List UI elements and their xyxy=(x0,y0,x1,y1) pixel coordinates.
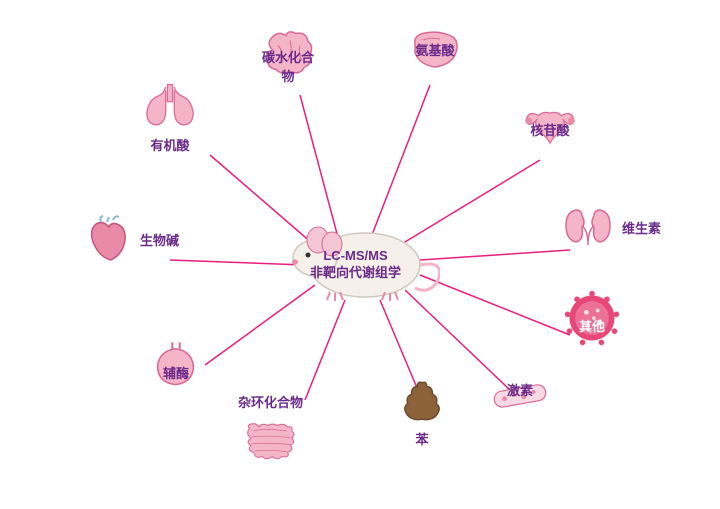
center-label: LC-MS/MS 非靶向代谢组学 xyxy=(310,248,401,282)
node-carbohydrate: 碳水化合物 xyxy=(258,25,318,80)
center-label-line1: LC-MS/MS xyxy=(323,248,387,263)
diagram-canvas: LC-MS/MS 非靶向代谢组学 碳水化合物 氨基酸 xyxy=(0,0,720,509)
node-coenzyme: 辅酶 xyxy=(146,335,206,390)
node-label-other: 其他 xyxy=(579,316,605,335)
node-benzene: 苯 xyxy=(392,372,452,448)
node-label-coenzyme: 辅酶 xyxy=(163,363,189,382)
intestine-icon xyxy=(241,413,301,468)
node-label-nucleotide: 核苷酸 xyxy=(530,120,569,139)
node-label-aminoacid: 氨基酸 xyxy=(415,40,454,59)
node-label-benzene: 苯 xyxy=(415,429,428,448)
node-organicacid: 有机酸 xyxy=(140,78,200,154)
node-heterocyclic: 杂环化合物 xyxy=(238,390,303,468)
kidneys-icon xyxy=(558,200,618,255)
center-label-line2: 非靶向代谢组学 xyxy=(310,265,401,280)
node-other: 其他 xyxy=(562,290,622,345)
node-label-carbohydrate: 碳水化合物 xyxy=(258,47,318,85)
heart-icon xyxy=(78,212,138,267)
node-label-alkaloid: 生物碱 xyxy=(140,230,179,249)
node-alkaloid: 生物碱 xyxy=(78,212,179,267)
node-label-vitamin: 维生素 xyxy=(622,218,661,237)
node-label-hormone: 激素 xyxy=(507,380,533,399)
lungs-icon xyxy=(140,78,200,133)
node-vitamin: 维生素 xyxy=(558,200,661,255)
node-aminoacid: 氨基酸 xyxy=(405,22,465,77)
node-label-organicacid: 有机酸 xyxy=(150,135,189,154)
node-label-heterocyclic: 杂环化合物 xyxy=(238,392,303,411)
node-nucleotide: 核苷酸 xyxy=(520,98,580,153)
node-hormone: 激素 xyxy=(490,368,550,423)
feces-icon xyxy=(392,372,452,427)
